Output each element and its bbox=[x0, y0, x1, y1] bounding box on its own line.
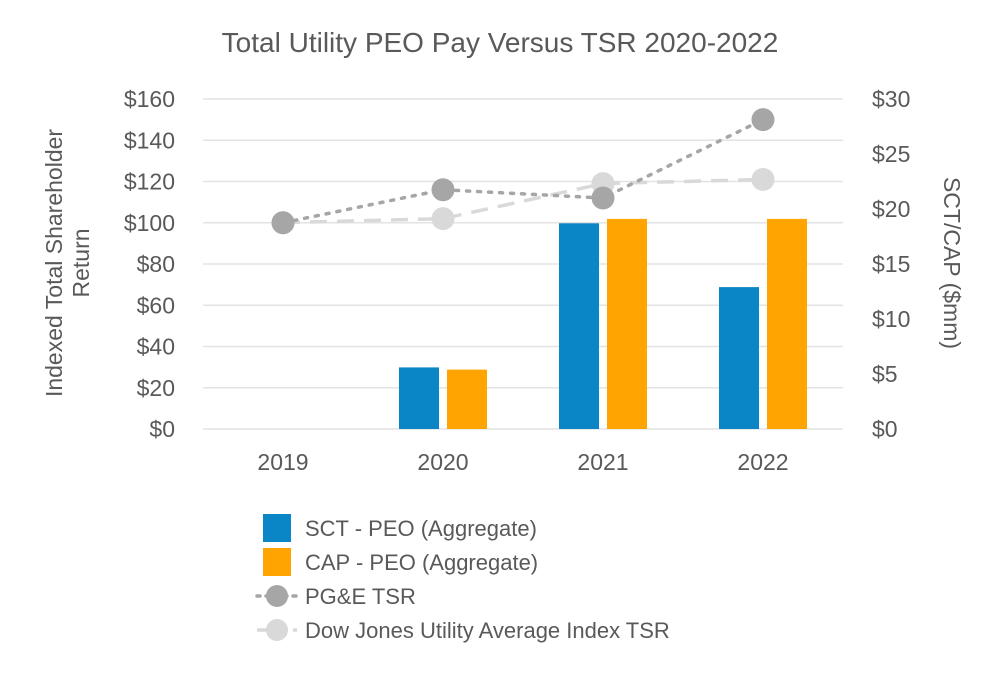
legend-swatch-marker bbox=[266, 585, 288, 607]
line-pg-e-tsr bbox=[281, 117, 765, 225]
gridlines bbox=[203, 98, 843, 430]
right-tick-label: $25 bbox=[872, 141, 910, 167]
point-pg-e-tsr-2020 bbox=[431, 178, 455, 202]
point-pg-e-tsr-2022 bbox=[751, 108, 775, 132]
legend-label: PG&E TSR bbox=[305, 584, 416, 609]
right-tick-label: $0 bbox=[872, 416, 898, 442]
point-dow-jones-utility-average-index-tsr-2020 bbox=[431, 207, 455, 231]
line-dow-jones-utility-average-index-tsr bbox=[282, 177, 764, 225]
bar-cap-peo-aggregate--2020 bbox=[447, 369, 487, 429]
x-tick-label: 2019 bbox=[257, 449, 308, 475]
left-axis-title-line2: Return bbox=[68, 228, 94, 297]
legend: SCT - PEO (Aggregate) CAP - PEO (Aggregat… bbox=[255, 514, 670, 643]
left-axis-ticks: $0 $20 $40 $60 $80 $100 $120 $140 $160 bbox=[124, 86, 175, 442]
right-tick-label: $20 bbox=[872, 196, 910, 222]
bar-sct-peo-aggregate--2021 bbox=[559, 223, 599, 429]
point-pg-e-tsr-2019 bbox=[271, 211, 295, 235]
lines bbox=[271, 108, 775, 235]
legend-swatch-marker bbox=[266, 619, 288, 641]
point-dow-jones-utility-average-index-tsr-2022 bbox=[751, 167, 775, 191]
x-axis-ticks: 2019 2020 2021 2022 bbox=[257, 449, 788, 475]
legend-label: Dow Jones Utility Average Index TSR bbox=[305, 618, 670, 643]
left-tick-label: $20 bbox=[137, 375, 175, 401]
legend-swatch-bar bbox=[263, 514, 291, 542]
bar-sct-peo-aggregate--2020 bbox=[399, 367, 439, 429]
left-tick-label: $40 bbox=[137, 334, 175, 360]
x-tick-label: 2021 bbox=[577, 449, 628, 475]
legend-label: CAP - PEO (Aggregate) bbox=[305, 550, 538, 575]
right-tick-label: $5 bbox=[872, 361, 898, 387]
left-tick-label: $100 bbox=[124, 210, 175, 236]
left-tick-label: $80 bbox=[137, 251, 175, 277]
left-tick-label: $160 bbox=[124, 86, 175, 112]
left-tick-label: $60 bbox=[137, 292, 175, 318]
left-tick-label: $120 bbox=[124, 169, 175, 195]
bars bbox=[399, 218, 807, 429]
right-tick-label: $30 bbox=[872, 86, 910, 112]
point-pg-e-tsr-2021 bbox=[591, 186, 615, 210]
x-tick-label: 2020 bbox=[417, 449, 468, 475]
bar-cap-peo-aggregate--2022 bbox=[767, 218, 807, 429]
x-tick-label: 2022 bbox=[737, 449, 788, 475]
bar-cap-peo-aggregate--2021 bbox=[607, 218, 647, 429]
left-axis-title-line1: Indexed Total Shareholder bbox=[41, 129, 67, 397]
right-axis-ticks: $0 $5 $10 $15 $20 $25 $30 bbox=[872, 86, 910, 442]
right-tick-label: $10 bbox=[872, 306, 910, 332]
legend-label: SCT - PEO (Aggregate) bbox=[305, 516, 537, 541]
bar-sct-peo-aggregate--2022 bbox=[719, 287, 759, 429]
left-tick-label: $0 bbox=[149, 416, 175, 442]
chart-title: Total Utility PEO Pay Versus TSR 2020-20… bbox=[222, 27, 779, 58]
left-tick-label: $140 bbox=[124, 127, 175, 153]
legend-swatch-bar bbox=[263, 548, 291, 576]
right-tick-label: $15 bbox=[872, 251, 910, 277]
right-axis-title: SCT/CAP ($mm) bbox=[939, 177, 965, 349]
